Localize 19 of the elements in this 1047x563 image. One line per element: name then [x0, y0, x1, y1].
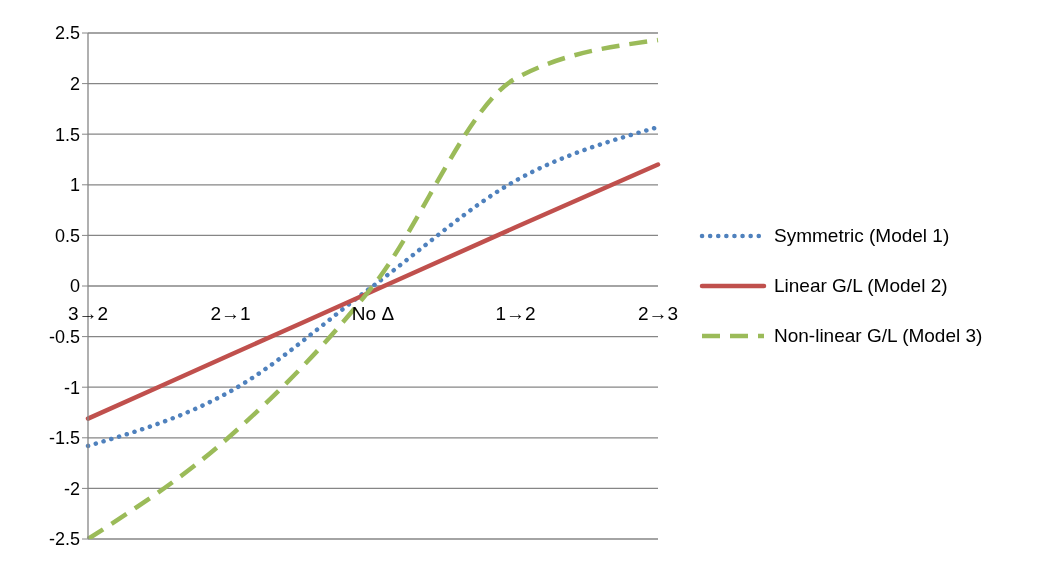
legend-label: Non-linear G/L (Model 3) — [774, 324, 983, 347]
x-tick-label: 3→2 — [67, 303, 109, 324]
y-tick-label: 0.5 — [54, 225, 80, 246]
y-tick-label: -1 — [63, 377, 80, 398]
y-tick-label: -1.5 — [48, 428, 80, 449]
y-tick-label: 1 — [69, 175, 80, 196]
x-tick-label: 2→3 — [637, 303, 679, 324]
y-tick-label: 2.5 — [54, 23, 80, 44]
y-tick-label: 1.5 — [54, 124, 80, 145]
legend-label: Symmetric (Model 1) — [774, 224, 950, 247]
y-tick-label: 0 — [69, 276, 80, 297]
y-tick-label: -2.5 — [48, 529, 80, 550]
x-tick-label: 2→1 — [210, 303, 251, 324]
y-tick-label: -0.5 — [48, 326, 80, 347]
x-tick-label: 1→2 — [495, 303, 536, 324]
legend-label: Linear G/L (Model 2) — [774, 274, 948, 297]
x-tick-label: No Δ — [351, 303, 395, 324]
y-tick-label: 2 — [69, 73, 80, 94]
y-tick-label: -2 — [63, 478, 80, 499]
